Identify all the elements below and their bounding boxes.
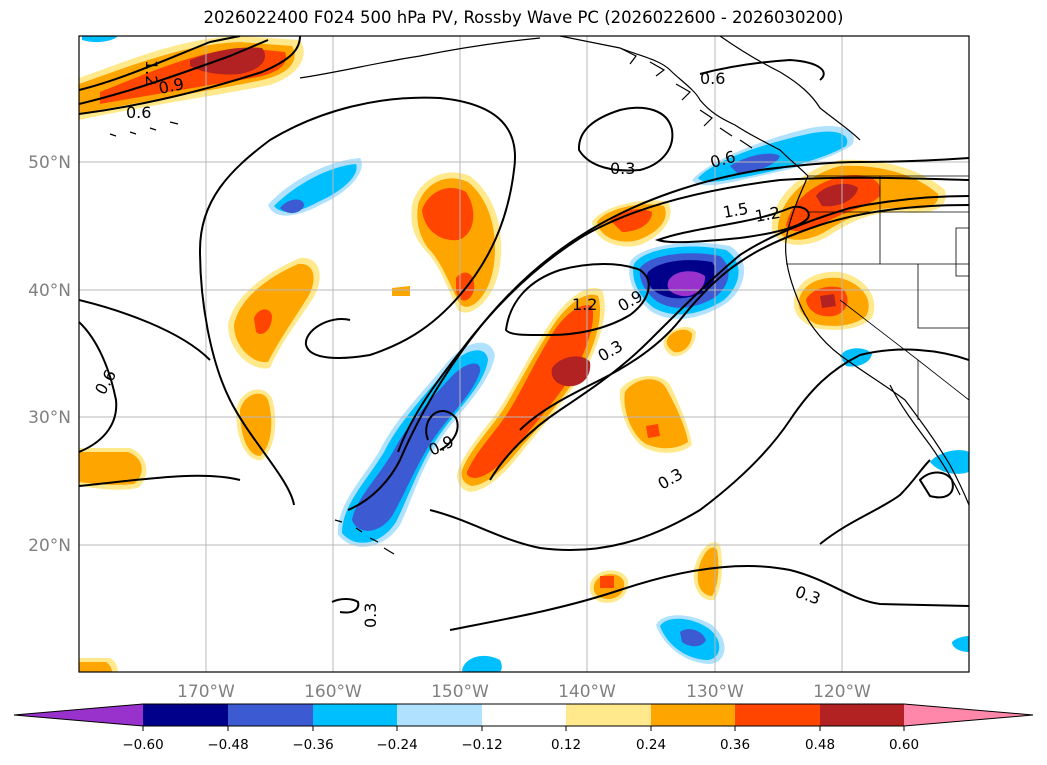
colorbar-segment bbox=[735, 704, 820, 726]
positive-anomaly-region bbox=[600, 576, 614, 588]
colorbar-segment bbox=[228, 704, 313, 726]
colorbar-extend-high bbox=[904, 704, 1033, 726]
negative-anomaly-region bbox=[930, 450, 969, 474]
positive-anomaly-region bbox=[610, 209, 652, 232]
positive-anomaly-region bbox=[254, 309, 272, 335]
positive-anomaly-region bbox=[392, 286, 410, 296]
latitude-labels: 50°N 40°N 30°N 20°N bbox=[28, 153, 71, 556]
colorbar-tick-label: −0.24 bbox=[376, 737, 417, 753]
colorbar-tick-label: −0.48 bbox=[207, 737, 248, 753]
colorbar: −0.60 −0.48 −0.36 −0.24 −0.12 0.12 0.24 … bbox=[13, 703, 1034, 753]
colorbar-tick-label: 0.24 bbox=[636, 737, 666, 753]
contour-label: 0.6 bbox=[700, 69, 725, 88]
contour-label: 1.2 bbox=[753, 203, 781, 226]
colorbar-tick-label: −0.12 bbox=[461, 737, 502, 753]
contour-line bbox=[79, 321, 118, 453]
contour-line bbox=[429, 348, 969, 551]
negative-anomaly-region bbox=[680, 629, 706, 647]
contour-label: 0.9 bbox=[157, 74, 186, 98]
lon-label-160w: 160°W bbox=[304, 682, 362, 702]
pv-contours bbox=[79, 36, 969, 631]
lat-label-30n: 30°N bbox=[28, 408, 71, 428]
lon-label-140w: 140°W bbox=[558, 682, 616, 702]
canada-coast bbox=[719, 36, 861, 141]
contour-line bbox=[699, 58, 825, 81]
contour-line bbox=[397, 176, 969, 453]
contour-line bbox=[79, 39, 269, 105]
map-frame bbox=[78, 35, 970, 673]
contour-line bbox=[654, 205, 810, 244]
lon-label-150w: 150°W bbox=[431, 682, 489, 702]
negative-anomaly-region bbox=[82, 36, 118, 43]
us-west-coast bbox=[785, 175, 969, 506]
aleutian-west bbox=[109, 121, 179, 137]
contour-label: 0.6 bbox=[126, 103, 151, 122]
colorbar-segment bbox=[651, 704, 735, 726]
lat-label-50n: 50°N bbox=[28, 153, 71, 173]
colorbar-segment bbox=[143, 704, 228, 726]
colorbar-segment bbox=[820, 704, 904, 726]
colorbar-tick-label: 0.36 bbox=[720, 737, 750, 753]
lon-label-120w: 120°W bbox=[813, 682, 871, 702]
positive-anomaly-region bbox=[190, 47, 266, 75]
positive-anomaly-region bbox=[240, 393, 272, 456]
colorbar-segment bbox=[482, 704, 566, 726]
contour-label: 1.2 bbox=[142, 60, 161, 85]
contour-line bbox=[347, 157, 969, 511]
contour-line bbox=[504, 263, 650, 337]
positive-anomaly-region bbox=[666, 329, 692, 353]
state-borders bbox=[786, 175, 969, 420]
positive-anomaly-region bbox=[624, 379, 688, 449]
positive-anomaly-region bbox=[234, 263, 314, 363]
contour-line bbox=[519, 204, 969, 431]
contour-line bbox=[449, 565, 969, 631]
contour-line bbox=[918, 471, 954, 499]
negative-anomaly-region bbox=[462, 655, 502, 672]
contour-line bbox=[79, 36, 241, 91]
contour-line bbox=[819, 459, 931, 545]
negative-anomaly-region bbox=[952, 636, 969, 652]
lon-label-130w: 130°W bbox=[686, 682, 744, 702]
longitude-labels: 170°W 160°W 150°W 140°W 130°W 120°W bbox=[177, 682, 871, 702]
lon-label-170w: 170°W bbox=[177, 682, 235, 702]
contour-label: 0.3 bbox=[361, 603, 380, 628]
contour-line bbox=[331, 598, 360, 614]
map-title: 2026022400 F024 500 hPa PV, Rossby Wave … bbox=[203, 8, 844, 27]
contour-label: 1.5 bbox=[721, 199, 749, 222]
alaska-islands bbox=[619, 47, 753, 149]
contour-line bbox=[425, 410, 459, 451]
negative-anomaly-region bbox=[730, 153, 780, 174]
colorbar-tick-label: 0.12 bbox=[551, 737, 581, 753]
contour-line bbox=[79, 474, 241, 487]
lat-label-40n: 40°N bbox=[28, 281, 71, 301]
contour-line bbox=[198, 96, 516, 506]
positive-anomaly-region bbox=[551, 356, 591, 387]
positive-anomaly-region bbox=[646, 424, 660, 438]
colorbar-segment bbox=[397, 704, 482, 726]
positive-anomaly-region bbox=[697, 547, 719, 596]
contour-line bbox=[79, 36, 301, 115]
colorbar-extend-low bbox=[14, 704, 143, 726]
contour-label: 0.3 bbox=[610, 159, 635, 178]
colorbar-segment bbox=[313, 704, 397, 726]
positive-anomaly-region bbox=[79, 452, 142, 485]
positive-anomaly-region bbox=[820, 294, 836, 308]
colorbar-tick-label: 0.48 bbox=[805, 737, 835, 753]
positive-anomaly-region bbox=[79, 662, 112, 672]
colorbar-tick-label: 0.60 bbox=[889, 737, 919, 753]
contour-line bbox=[577, 106, 674, 172]
contour-line bbox=[79, 299, 211, 361]
positive-anomaly-region bbox=[816, 183, 858, 207]
hawaii bbox=[334, 519, 395, 555]
colorbar-segment bbox=[566, 704, 651, 726]
negative-anomaly-region bbox=[280, 199, 305, 214]
contour-line bbox=[489, 195, 969, 481]
colorbar-tick-label: −0.60 bbox=[122, 737, 163, 753]
contour-label: 1.2 bbox=[572, 295, 597, 314]
negative-anomaly-region bbox=[352, 363, 481, 531]
lat-label-20n: 20°N bbox=[28, 536, 71, 556]
positive-anomaly-region bbox=[466, 305, 594, 478]
colorbar-tick-label: −0.36 bbox=[292, 737, 333, 753]
